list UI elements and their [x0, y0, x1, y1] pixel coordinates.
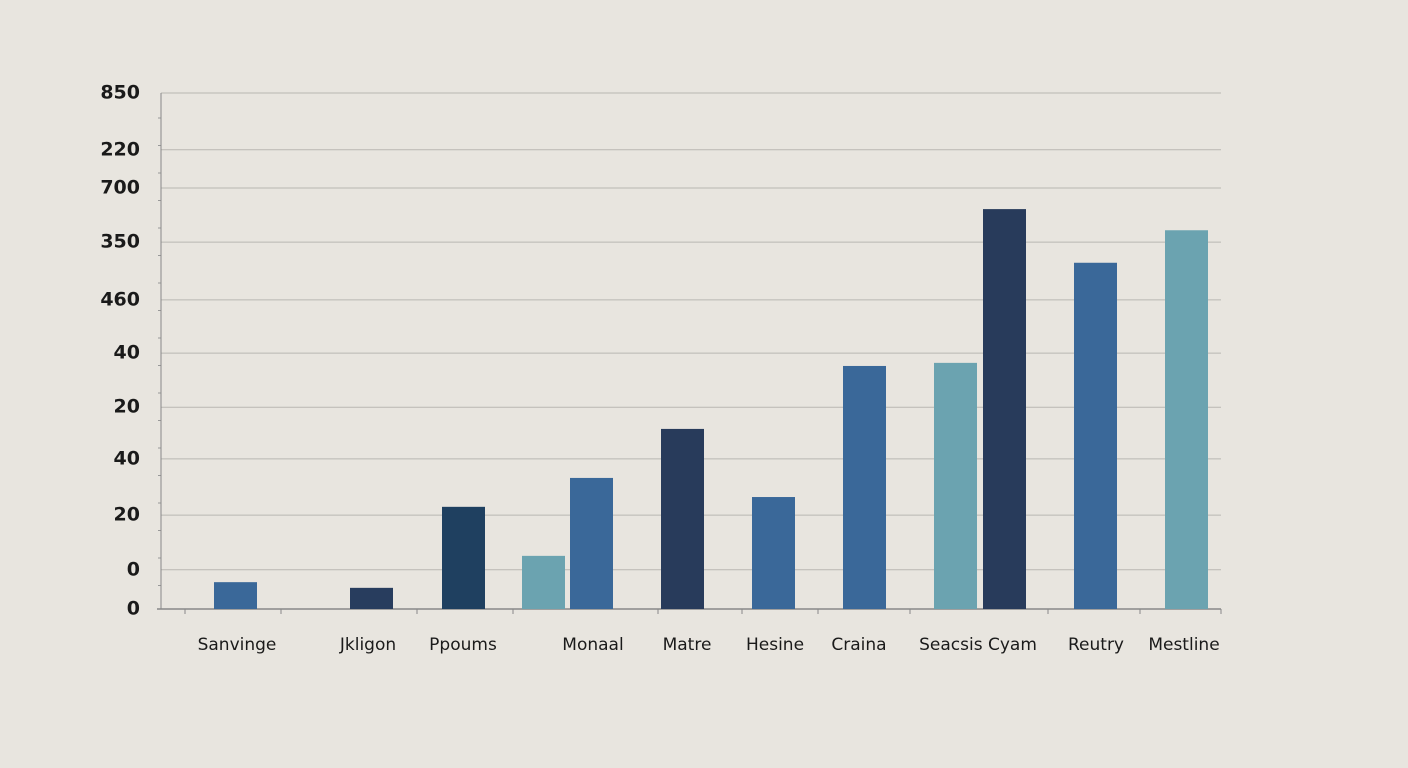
- bar: [752, 497, 795, 609]
- y-tick-label: 40: [114, 342, 140, 364]
- x-tick-label: Seacsis Cyam: [919, 635, 1037, 655]
- y-tick-label: 20: [114, 396, 140, 418]
- x-tick-label: Sanvinge: [198, 635, 277, 655]
- y-tick-label: 0: [127, 598, 140, 620]
- bar: [983, 209, 1026, 609]
- bar: [1074, 262, 1117, 609]
- bar: [1165, 230, 1208, 610]
- y-tick-label: 0: [127, 558, 140, 580]
- x-tick-label: Matre: [663, 635, 712, 655]
- x-tick-label: Mestline: [1148, 635, 1219, 655]
- y-tick-label: 700: [100, 176, 140, 198]
- bar: [934, 362, 977, 609]
- bar: [442, 506, 485, 609]
- bar: [570, 477, 613, 609]
- y-tick-label: 350: [100, 231, 140, 253]
- y-tick-label: 850: [100, 82, 140, 104]
- bar: [522, 555, 565, 609]
- bar: [214, 582, 257, 609]
- x-tick-label: Reutry: [1068, 635, 1124, 655]
- y-tick-label: 220: [100, 138, 140, 160]
- x-tick-label: Ppoums: [429, 635, 497, 655]
- y-tick-label: 460: [100, 288, 140, 310]
- x-tick-label: Monaal: [562, 635, 623, 655]
- bar: [661, 428, 704, 609]
- bar: [350, 587, 393, 609]
- y-tick-label: 40: [114, 447, 140, 469]
- x-tick-label: Jkligon: [339, 635, 396, 655]
- bar: [843, 365, 886, 609]
- y-tick-label: 20: [114, 504, 140, 526]
- x-tick-label: Hesine: [746, 635, 804, 655]
- x-tick-label: Craina: [831, 635, 886, 655]
